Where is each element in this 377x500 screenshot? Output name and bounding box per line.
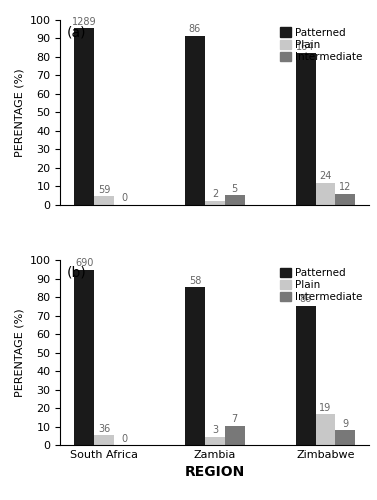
Legend: Patterned, Plain, Intermediate: Patterned, Plain, Intermediate — [278, 266, 364, 304]
Text: 2: 2 — [212, 190, 218, 200]
Bar — [225, 195, 245, 205]
Bar — [185, 288, 205, 445]
Text: 86: 86 — [189, 24, 201, 34]
Text: 59: 59 — [98, 185, 110, 195]
Bar — [225, 426, 245, 445]
Text: 7: 7 — [232, 414, 238, 424]
X-axis label: REGION: REGION — [185, 466, 245, 479]
Text: 0: 0 — [121, 434, 127, 444]
Text: 5: 5 — [232, 184, 238, 194]
Bar — [336, 194, 356, 205]
Text: (b): (b) — [66, 266, 86, 280]
Bar — [205, 201, 225, 205]
Legend: Patterned, Plain, Intermediate: Patterned, Plain, Intermediate — [278, 25, 364, 64]
Text: 9: 9 — [342, 418, 348, 428]
Text: 12: 12 — [339, 182, 352, 192]
Bar — [74, 270, 94, 445]
Text: 24: 24 — [319, 171, 332, 181]
Bar — [316, 182, 336, 205]
Text: 164: 164 — [296, 42, 315, 52]
Text: (a): (a) — [66, 26, 86, 40]
Text: 1289: 1289 — [72, 17, 97, 27]
Bar — [185, 36, 205, 205]
Text: 0: 0 — [121, 194, 127, 203]
Text: 58: 58 — [189, 276, 201, 286]
Y-axis label: PERENTAGE (%): PERENTAGE (%) — [14, 68, 24, 156]
Bar — [205, 437, 225, 445]
Bar — [336, 430, 356, 445]
Text: 690: 690 — [75, 258, 93, 268]
Bar — [94, 436, 114, 445]
Text: 19: 19 — [319, 402, 332, 412]
Bar — [296, 54, 316, 205]
Bar — [316, 414, 336, 445]
Text: 36: 36 — [98, 424, 110, 434]
Text: 3: 3 — [212, 426, 218, 436]
Y-axis label: PERENTAGE (%): PERENTAGE (%) — [14, 308, 24, 397]
Bar — [74, 28, 94, 205]
Text: 86: 86 — [299, 294, 312, 304]
Bar — [296, 306, 316, 445]
Bar — [94, 196, 114, 205]
